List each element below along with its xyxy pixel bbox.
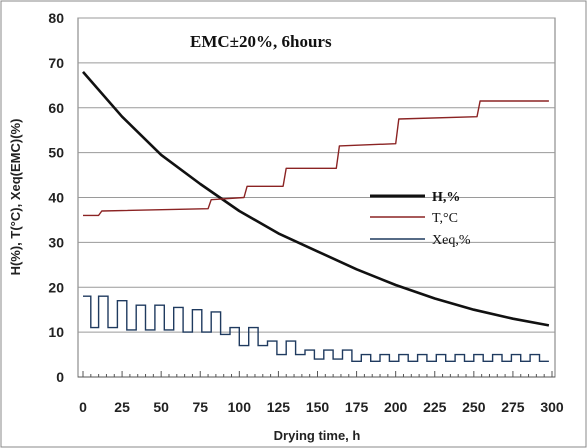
y-tick-label: 60 bbox=[48, 100, 64, 116]
chart-annotation: EMC±20%, 6hours bbox=[190, 32, 332, 51]
x-tick-label: 0 bbox=[79, 399, 87, 415]
y-tick-label: 50 bbox=[48, 145, 64, 161]
x-tick-label: 275 bbox=[501, 399, 525, 415]
legend-label-h: H,% bbox=[432, 190, 460, 205]
y-tick-label: 40 bbox=[48, 190, 64, 206]
x-tick-label: 75 bbox=[192, 399, 208, 415]
y-tick-label: 30 bbox=[48, 234, 64, 250]
x-axis-title: Drying time, h bbox=[274, 428, 361, 443]
x-tick-label: 125 bbox=[267, 399, 291, 415]
x-tick-label: 175 bbox=[345, 399, 369, 415]
series-line-t bbox=[83, 100, 549, 217]
y-tick-label: 70 bbox=[48, 55, 64, 71]
y-tick-label: 20 bbox=[48, 279, 64, 295]
x-tick-label: 25 bbox=[114, 399, 130, 415]
series-line-h bbox=[82, 71, 550, 327]
y-tick-label: 10 bbox=[48, 324, 64, 340]
legend-label-t: T,°C bbox=[432, 211, 458, 226]
legend-label-xeq: Xeq,% bbox=[432, 233, 471, 248]
x-minor-ticks bbox=[82, 371, 553, 377]
series-line-xeq bbox=[83, 295, 549, 362]
y-tick-label: 80 bbox=[48, 10, 64, 26]
legend: H,% T,°C Xeq,% bbox=[370, 190, 471, 248]
x-tick-label: 150 bbox=[306, 399, 330, 415]
x-tick-label: 200 bbox=[384, 399, 408, 415]
x-tick-label: 250 bbox=[462, 399, 486, 415]
series-lines bbox=[82, 71, 550, 362]
y-axis-title: H(%), T(°C), Xeq(EMC)(%) bbox=[8, 119, 23, 276]
x-tick-label: 100 bbox=[228, 399, 252, 415]
x-tick-labels: 0 25 50 75 100 125 150 175 200 225 250 275 300 bbox=[79, 399, 564, 415]
x-tick-label: 225 bbox=[423, 399, 447, 415]
y-tick-labels: 0 10 20 30 40 50 60 70 80 bbox=[48, 10, 64, 385]
x-tick-label: 300 bbox=[540, 399, 564, 415]
y-tick-label: 0 bbox=[56, 369, 64, 385]
x-tick-label: 50 bbox=[153, 399, 169, 415]
